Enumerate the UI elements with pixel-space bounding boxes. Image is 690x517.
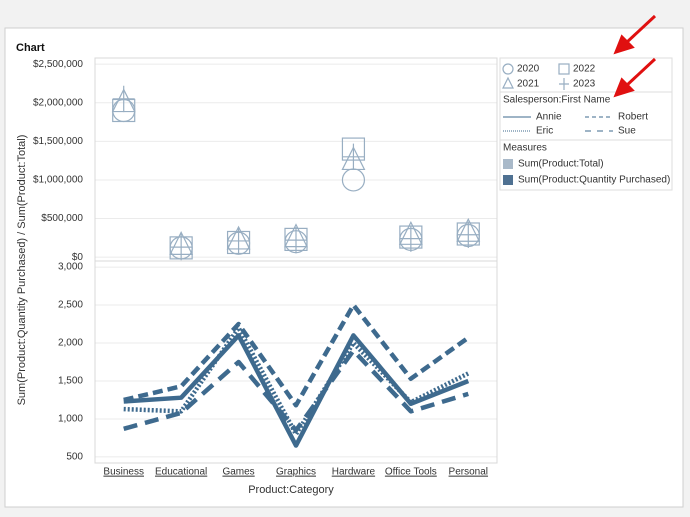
annotation-arrow [613,14,657,98]
y-tick-label: $500,000 [41,213,83,224]
x-tick-label: Business [103,467,144,478]
x-tick-label: Graphics [276,467,316,478]
legend-label: Sum(Product:Total) [518,159,604,170]
point [285,226,307,254]
legend-symbol [559,78,569,90]
legend-label: 2023 [573,79,596,90]
y-tick-label: 3,000 [58,262,83,273]
y-tick-label: 2,000 [58,338,83,349]
x-tick-label: Hardware [332,467,376,478]
x-axis-label: Product:Category [248,484,334,496]
legend-symbol [502,63,514,75]
y-tick-label: $2,000,000 [33,97,83,108]
point [227,227,250,255]
legend-symbol [558,63,570,75]
y-tick-label: $1,000,000 [33,175,83,186]
legend-symbol [502,76,514,89]
y-tick-label: 500 [66,452,83,463]
plot-frame [94,260,498,464]
legend-swatch [503,159,513,169]
x-tick-label: Personal [449,467,488,478]
y-tick-label: 1,000 [58,414,83,425]
legend-label: Robert [618,112,648,123]
legend-label: Eric [536,126,553,137]
y-axis-label: Sum(Product:Quantity Purchased) / Sum(Pr… [16,135,28,406]
legend-label: Sum(Product:Quantity Purchased) [518,175,670,186]
point [112,85,135,113]
series-line [123,302,470,408]
legend-box [499,57,673,191]
x-tick-label: Games [222,467,254,478]
point [457,221,480,248]
legend-title: Measures [503,143,547,154]
x-tick-label: Office Tools [385,467,437,478]
y-tick-label: 1,500 [58,376,83,387]
y-tick-label: $2,500,000 [33,59,83,70]
legend-label: Annie [536,112,562,123]
series-line [123,325,470,437]
series-line [123,348,469,433]
y-tick-label: $1,500,000 [33,136,83,147]
y-tick-label: $0 [72,252,84,263]
y-tick-label: 2,500 [58,300,83,311]
point [170,233,193,261]
legend-label: Sue [618,126,636,137]
legend-title: Salesperson:First Name [503,95,611,106]
legend-label: 2020 [517,64,540,75]
legend-label: 2021 [517,79,540,90]
legend-swatch [503,175,513,185]
point [399,225,422,252]
chart-title: Chart [16,42,45,54]
point [342,143,365,170]
x-tick-label: Educational [155,467,207,478]
legend-label: 2022 [573,64,596,75]
